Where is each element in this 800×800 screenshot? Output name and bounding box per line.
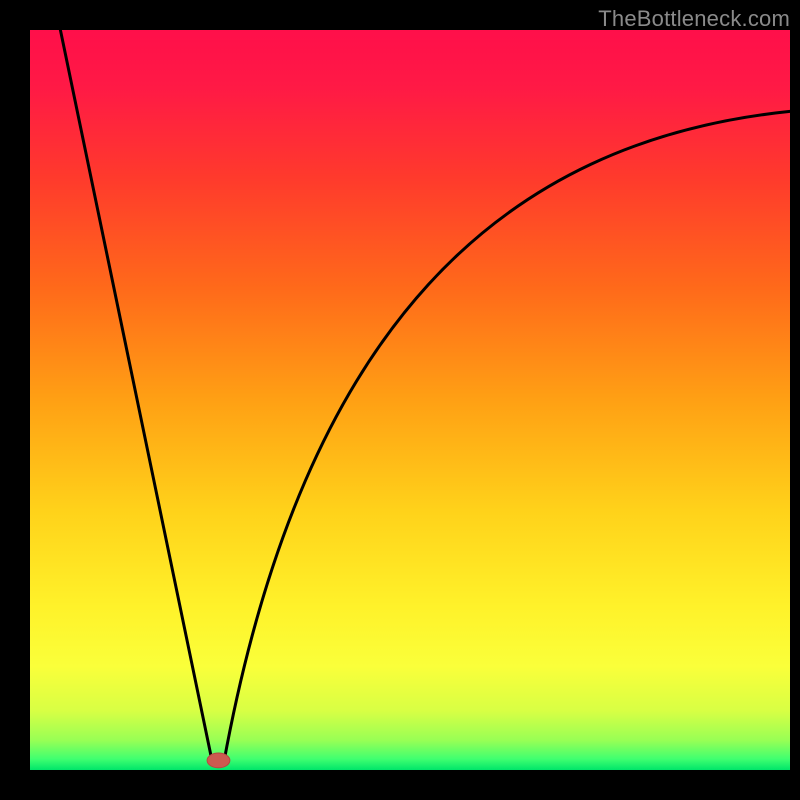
right-branch-curve: [224, 111, 790, 762]
bottleneck-curve: [30, 30, 790, 770]
watermark-label: TheBottleneck.com: [598, 6, 790, 32]
left-branch-line: [60, 30, 212, 763]
optimal-point-marker: [207, 753, 230, 768]
chart-container: TheBottleneck.com: [0, 0, 800, 800]
plot-area: [30, 30, 790, 770]
